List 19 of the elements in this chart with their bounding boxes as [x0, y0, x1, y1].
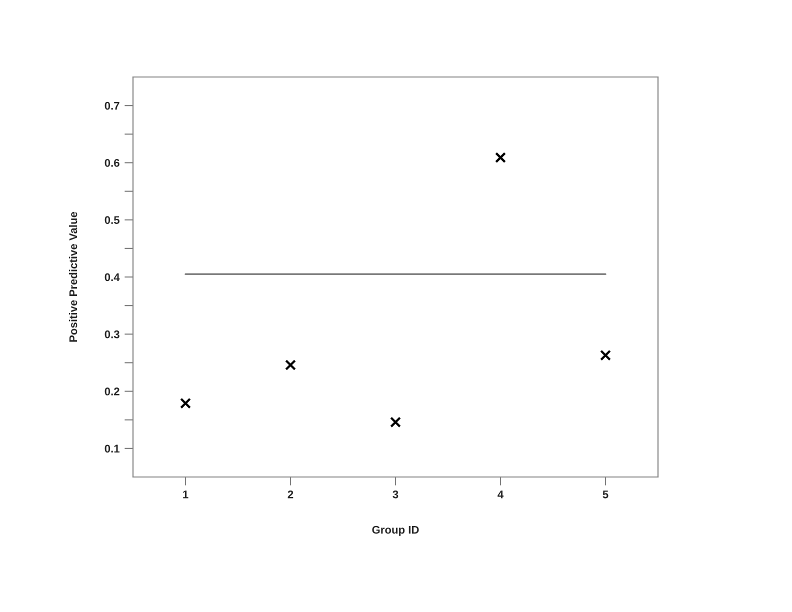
y-tick-label: 0.3	[104, 330, 120, 338]
x-tick-label: 5	[602, 490, 608, 498]
y-tick-label: 0.6	[104, 158, 120, 167]
point	[600, 350, 611, 361]
point	[390, 416, 401, 428]
x-tick-label: 4	[498, 490, 504, 498]
y-tick-label: 0.7	[104, 102, 120, 110]
y-tick-label: 0.5	[104, 216, 120, 224]
point	[285, 360, 296, 370]
point	[495, 152, 506, 164]
x-tick-label: 2	[288, 490, 294, 498]
y-axis-title: Positive Predictive Value	[69, 212, 78, 342]
y-tick-label: 0.1	[104, 444, 120, 453]
x-tick-label: 3	[392, 490, 398, 498]
x-axis-title: Group ID	[372, 526, 419, 536]
x-tick-label: 1	[183, 490, 188, 498]
point	[180, 398, 191, 409]
y-tick-label: 0.4	[104, 273, 120, 282]
y-tick-label: 0.2	[104, 388, 120, 396]
